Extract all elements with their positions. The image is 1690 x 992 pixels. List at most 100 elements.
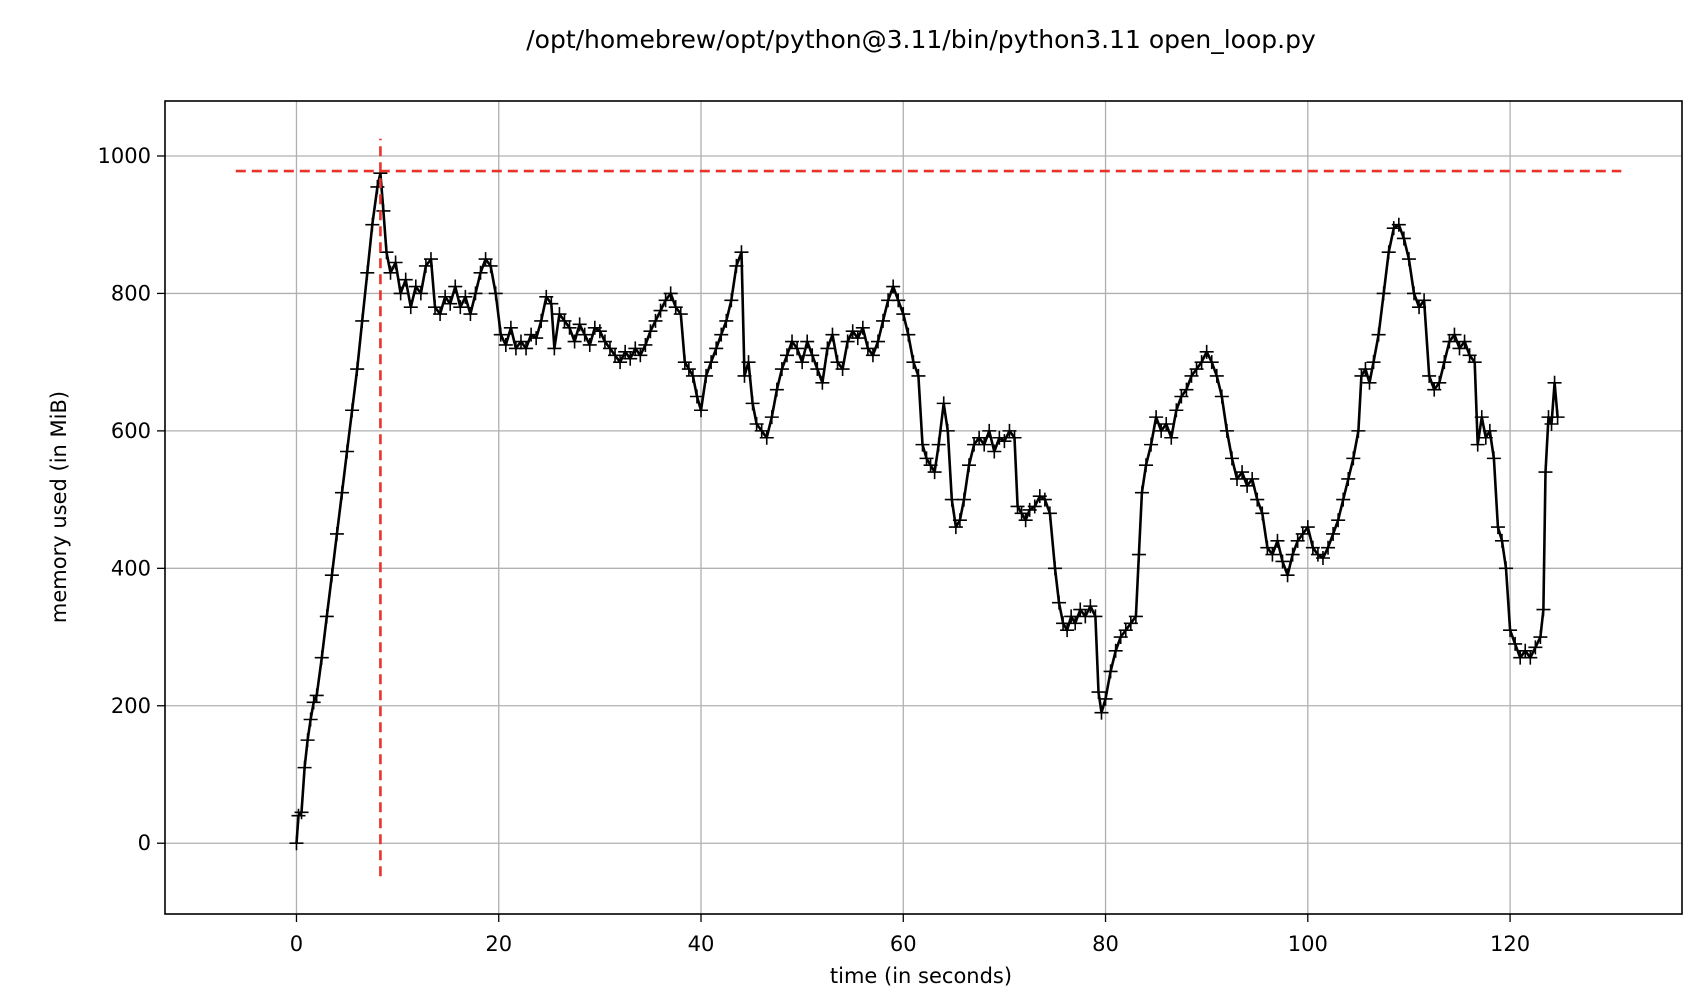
data-point [297,760,312,775]
data-point [1010,499,1025,514]
data-point [790,341,805,356]
data-point [1326,526,1341,541]
plot-area [289,166,1565,851]
data-point [1362,375,1377,390]
data-point [850,331,865,346]
data-point [800,334,815,349]
data-point [870,334,885,349]
data-point [1457,334,1472,349]
data-point [810,362,825,377]
data-point [340,444,355,459]
x-tick-label: 0 [290,932,303,956]
data-point [714,327,729,342]
data-point [919,451,934,466]
data-point [1341,471,1356,486]
data-point [685,368,700,383]
data-point [1381,245,1396,260]
data-point [291,808,306,823]
data-point [309,688,324,703]
data-point [719,313,734,328]
data-point [488,286,503,301]
data-point [1265,547,1280,562]
data-point [704,355,719,370]
data-point [1437,355,1452,370]
data-point [1391,217,1406,232]
data-point [289,836,304,851]
data-point [886,279,901,294]
x-tick-label: 120 [1490,932,1530,956]
data-point [1131,547,1146,562]
data-point [815,375,830,390]
data-point [1245,471,1260,486]
data-point [745,396,760,411]
data-point [376,203,391,218]
data-point [1321,540,1336,555]
data-point [633,348,648,363]
data-point [1407,286,1421,301]
data-point [1533,630,1548,645]
data-point [1027,499,1042,514]
peak-markers [235,138,1622,877]
data-point [699,368,714,383]
data-point [360,265,375,280]
data-point [1037,492,1052,507]
x-tick-label: 80 [1092,932,1119,956]
data-point [1214,389,1229,404]
data-point [840,334,855,349]
data-point [403,300,418,315]
data-point [613,355,628,370]
data-point [1523,650,1538,665]
data-point [737,368,752,383]
data-point [1144,437,1159,452]
data-point [1219,423,1234,438]
data-point [931,437,946,452]
data-point [694,403,709,418]
data-point [1503,623,1518,638]
data-point [393,286,408,301]
data-point [764,410,779,425]
data-point [673,307,688,322]
data-point [1474,410,1489,425]
data-point [805,348,820,363]
data-point [413,286,428,301]
data-point [1486,451,1501,466]
data-point [582,337,597,352]
data-point [1098,691,1113,706]
data-point [1235,465,1250,480]
data-point [1042,506,1057,521]
data-point [677,355,692,370]
data-point [779,348,794,363]
data-point [433,307,448,322]
data-point [329,526,344,541]
data-point [1336,492,1351,507]
series-line [295,171,1559,844]
data-point [1018,513,1033,528]
axes-frame [164,100,1683,915]
data-point [1417,293,1432,308]
data-point [1470,437,1485,452]
data-point [927,465,942,480]
data-point [567,334,582,349]
data-point [1108,643,1123,658]
data-point [319,609,334,624]
data-point [1052,595,1067,610]
data-point [529,331,544,346]
data-point [1134,485,1149,500]
data-point [643,324,658,339]
data-point [1060,623,1075,638]
data-point [519,341,534,356]
data-point [592,324,607,339]
data-point [1250,492,1265,507]
x-tick-label: 100 [1288,932,1328,956]
data-point [1467,355,1482,370]
data-point [306,695,321,710]
data-point [1047,561,1062,576]
y-tick-label: 400 [111,556,151,580]
y-tick-label: 1000 [98,144,151,168]
data-point [1204,355,1219,370]
x-tick-label: 60 [890,932,917,956]
data-point [1285,547,1300,562]
data-point [936,396,951,411]
data-point [1396,231,1411,246]
data-point [948,520,963,535]
